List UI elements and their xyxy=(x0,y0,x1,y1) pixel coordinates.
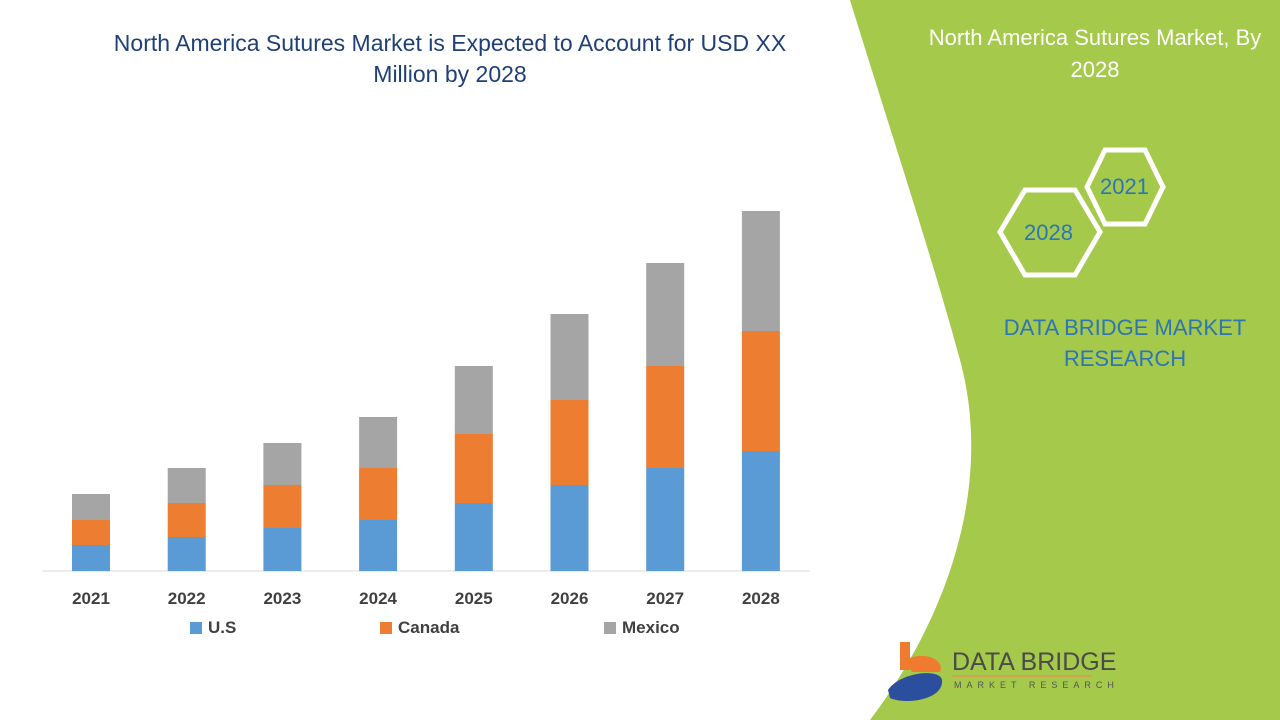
bar-canada-2023 xyxy=(263,485,302,528)
bar-canada-2025 xyxy=(454,434,493,503)
bar-canada-2021 xyxy=(72,520,110,545)
bar-mexico-2021 xyxy=(72,494,110,520)
bar-us-2023 xyxy=(263,528,302,571)
hexagon-2028 xyxy=(997,187,1103,278)
legend-label-us: U.S xyxy=(208,618,237,637)
bar-mexico-2022 xyxy=(167,468,206,503)
chart-title: North America Sutures Market is Expected… xyxy=(113,30,787,87)
bar-canada-2022 xyxy=(167,503,206,537)
bar-mexico-2025 xyxy=(454,366,493,434)
x-tick-label: 2025 xyxy=(454,589,493,608)
x-tick-label: 2027 xyxy=(646,589,685,608)
logo-mark-icon xyxy=(888,642,943,701)
bar-mexico-2024 xyxy=(359,417,398,468)
legend-item-us: U.S xyxy=(190,618,236,638)
bar-mexico-2026 xyxy=(550,314,589,400)
hexagon-label-2028: 2028 xyxy=(1024,220,1073,245)
x-tick-label: 2026 xyxy=(550,589,589,608)
legend-label-mexico: Mexico xyxy=(622,618,680,637)
bar-mexico-2028 xyxy=(741,211,780,331)
legend-item-mexico: Mexico xyxy=(604,618,680,638)
bar-canada-2027 xyxy=(646,366,685,468)
bar-mexico-2023 xyxy=(263,443,302,485)
bar-us-2024 xyxy=(359,520,398,571)
legend-item-canada: Canada xyxy=(380,618,459,638)
bar-canada-2028 xyxy=(741,331,780,451)
x-tick-label: 2024 xyxy=(359,589,397,608)
bar-us-2026 xyxy=(550,485,589,571)
bar-mexico-2027 xyxy=(646,263,685,366)
bar-us-2025 xyxy=(454,503,493,571)
green-side-panel xyxy=(850,0,1280,720)
legend-label-canada: Canada xyxy=(398,618,460,637)
x-tick-label: 2021 xyxy=(72,589,110,608)
x-tick-label: 2028 xyxy=(741,589,780,608)
x-tick-label: 2023 xyxy=(263,589,302,608)
legend-swatch-canada xyxy=(380,622,392,634)
x-tick-label: 2022 xyxy=(167,589,206,608)
bar-canada-2024 xyxy=(359,468,398,520)
hexagon-2021 xyxy=(1084,147,1166,227)
bar-us-2028 xyxy=(741,451,780,571)
logo-name: DATA BRIDGE xyxy=(952,648,1117,676)
bar-us-2021 xyxy=(72,545,110,571)
bar-us-2027 xyxy=(646,468,685,571)
legend-swatch-mexico xyxy=(604,622,616,634)
side-panel-title: North America Sutures Market, By 2028 xyxy=(928,25,1262,82)
logo-tagline: MARKET RESEARCH xyxy=(954,680,1119,690)
bars xyxy=(72,211,780,571)
brand-text: DATA BRIDGE MARKET RESEARCH xyxy=(1003,315,1247,371)
bar-us-2022 xyxy=(167,537,206,571)
bar-canada-2026 xyxy=(550,400,589,485)
hexagon-label-2021: 2021 xyxy=(1100,174,1149,199)
legend-swatch-us xyxy=(190,622,202,634)
